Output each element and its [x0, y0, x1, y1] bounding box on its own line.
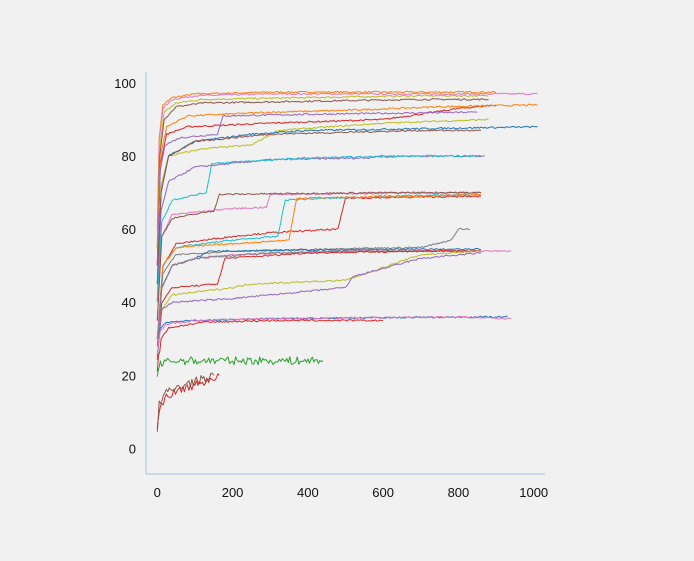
axis-layer	[145, 72, 545, 475]
series-line-23	[156, 250, 482, 357]
x-tick-label: 200	[222, 485, 244, 500]
series-line-26	[156, 315, 512, 356]
y-tick-label: 40	[122, 295, 136, 310]
x-tick-label: 0	[154, 485, 161, 500]
series-line-7	[156, 111, 478, 266]
y-tick-label: 80	[122, 149, 136, 164]
series-line-1	[156, 90, 497, 231]
series-line-30	[156, 372, 215, 428]
series-line-14	[156, 191, 482, 321]
x-tick-label: 1000	[519, 485, 548, 500]
series-line-5	[156, 104, 497, 266]
series-line-21	[156, 249, 482, 347]
series-line-27	[156, 319, 384, 372]
x-tick-label: 600	[372, 485, 394, 500]
series-line-8	[156, 118, 489, 285]
series-line-19	[156, 248, 482, 339]
y-tick-label: 0	[129, 441, 136, 456]
series-line-12	[156, 154, 482, 302]
series-line-3	[156, 94, 489, 247]
series-line-6	[156, 103, 538, 248]
series-line-10	[156, 129, 482, 285]
series-line-28	[156, 356, 324, 377]
series-line-4	[156, 98, 489, 266]
series-line-20	[156, 249, 512, 340]
series-line-13	[156, 191, 482, 322]
series-line-2	[156, 92, 538, 248]
series-layer	[156, 90, 538, 432]
series-line-29	[156, 373, 220, 432]
y-tick-label: 100	[114, 76, 136, 91]
series-line-11	[156, 154, 485, 302]
series-line-17	[156, 193, 482, 339]
x-tick-label: 800	[448, 485, 470, 500]
series-line-9	[156, 125, 538, 285]
x-tick-label: 400	[297, 485, 319, 500]
y-tick-label: 60	[122, 222, 136, 237]
series-line-22	[156, 249, 482, 360]
x-tick-labels: 0 200 400 600 800 1000	[154, 485, 548, 500]
y-tick-labels: 0 20 40 60 80 100	[114, 76, 136, 456]
y-tick-label: 20	[122, 368, 136, 383]
series-line-15	[156, 195, 482, 340]
series-line-24	[156, 251, 482, 361]
